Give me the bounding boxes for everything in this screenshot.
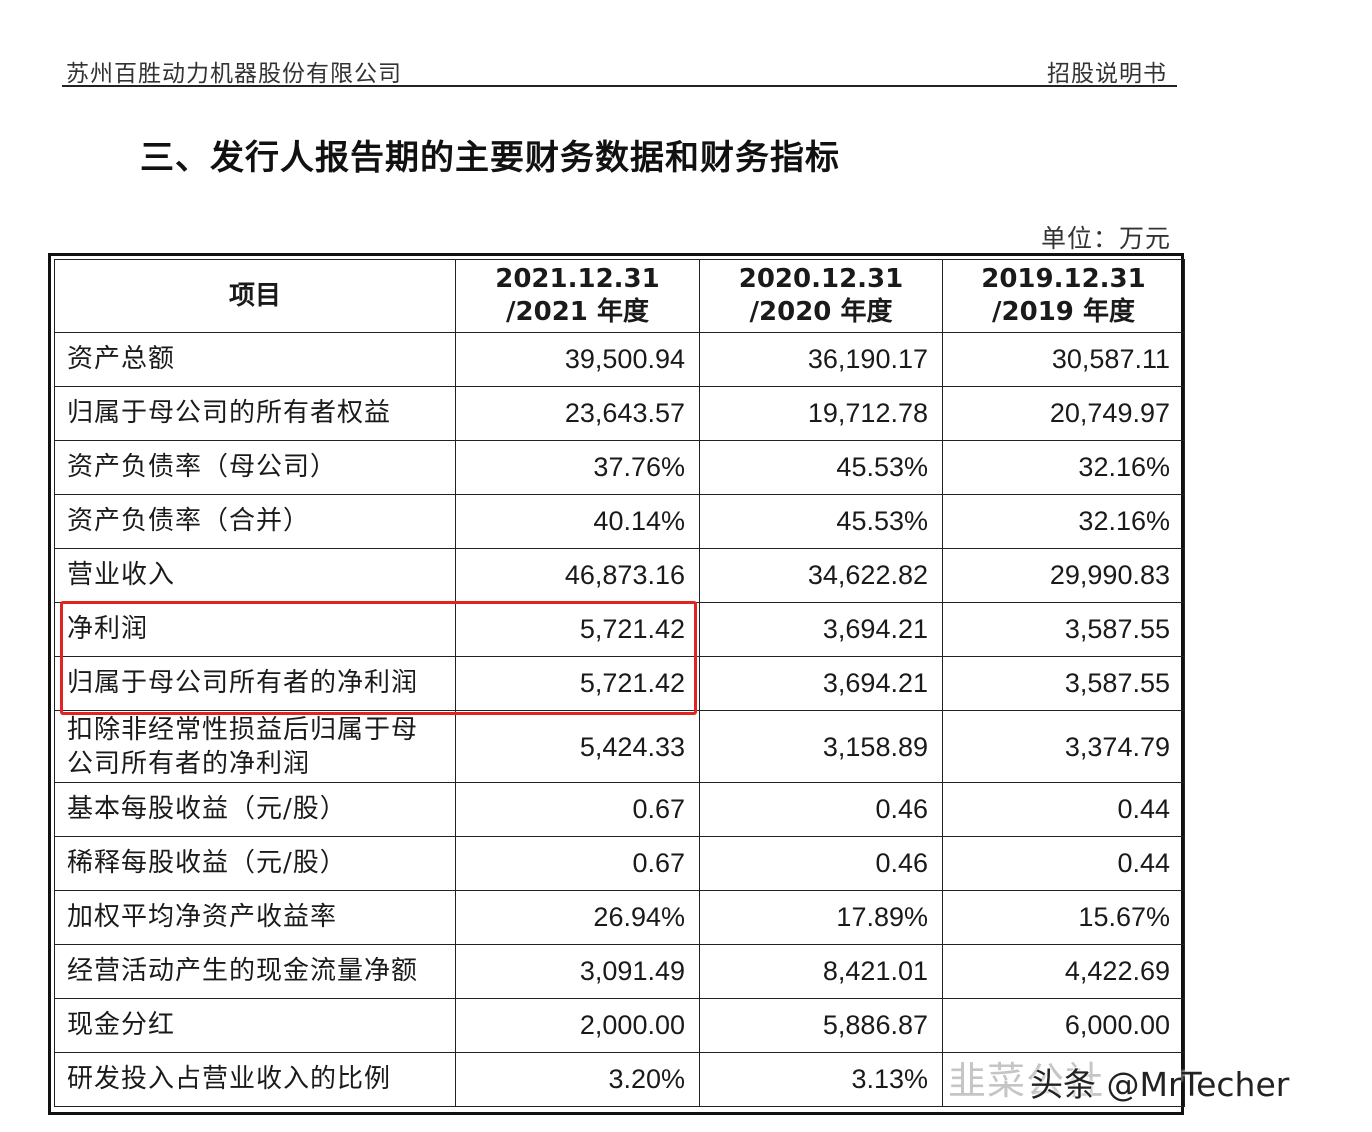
row-value: 32.16% xyxy=(942,440,1185,495)
column-header-2020: 2020.12.31/2020 年度 xyxy=(699,259,943,333)
financial-data-table: 项目 2021.12.31/2021 年度 2020.12.31/2020 年度… xyxy=(54,259,1185,1107)
watermark-faded: 韭菜公社 xyxy=(948,1059,1105,1103)
row-value: 6,000.00 xyxy=(942,998,1185,1053)
column-header-2019: 2019.12.31/2019 年度 xyxy=(942,259,1185,333)
row-value: 29,990.83 xyxy=(942,548,1185,603)
row-value: 3,091.49 xyxy=(455,944,700,999)
row-value: 0.46 xyxy=(699,836,943,891)
row-value: 23,643.57 xyxy=(455,386,700,441)
table-row: 资产负债率（合并） 40.14% 45.53% 32.16% xyxy=(54,494,1185,549)
row-label: 基本每股收益（元/股） xyxy=(54,782,456,837)
row-value: 3,374.79 xyxy=(942,710,1185,783)
row-label: 加权平均净资产收益率 xyxy=(54,890,456,945)
row-label: 归属于母公司的所有者权益 xyxy=(54,386,456,441)
row-value: 34,622.82 xyxy=(699,548,943,603)
row-label: 扣除非经常性损益后归属于母公司所有者的净利润 xyxy=(54,710,456,783)
table-header-row: 项目 2021.12.31/2021 年度 2020.12.31/2020 年度… xyxy=(54,259,1185,333)
table-row: 营业收入 46,873.16 34,622.82 29,990.83 xyxy=(54,548,1185,603)
table-row: 资产总额 39,500.94 36,190.17 30,587.11 xyxy=(54,332,1185,387)
row-value: 8,421.01 xyxy=(699,944,943,999)
table-row: 归属于母公司的所有者权益 23,643.57 19,712.78 20,749.97 xyxy=(54,386,1185,441)
watermark-overlay: 头条 @MrTecher xyxy=(1030,1065,1290,1104)
column-header-2021: 2021.12.31/2021 年度 xyxy=(455,259,700,333)
header-divider xyxy=(62,85,1177,87)
row-value: 36,190.17 xyxy=(699,332,943,387)
table-row: 扣除非经常性损益后归属于母公司所有者的净利润 5,424.33 3,158.89 3,… xyxy=(54,710,1185,783)
table-row: 归属于母公司所有者的净利润 5,721.42 3,694.21 3,587.55 xyxy=(54,656,1185,711)
table-row: 研发投入占营业收入的比例 3.20% 3.13% xyxy=(54,1052,1185,1107)
row-value: 20,749.97 xyxy=(942,386,1185,441)
table-row: 基本每股收益（元/股） 0.67 0.46 0.44 xyxy=(54,782,1185,837)
row-value: 37.76% xyxy=(455,440,700,495)
row-value: 3.20% xyxy=(455,1052,700,1107)
row-value: 45.53% xyxy=(699,494,943,549)
column-header-item: 项目 xyxy=(54,259,456,333)
row-label: 归属于母公司所有者的净利润 xyxy=(54,656,456,711)
row-value: 40.14% xyxy=(455,494,700,549)
row-label: 稀释每股收益（元/股） xyxy=(54,836,456,891)
table-row: 资产负债率（母公司） 37.76% 45.53% 32.16% xyxy=(54,440,1185,495)
row-value: 5,886.87 xyxy=(699,998,943,1053)
row-value: 3.13% xyxy=(699,1052,943,1107)
row-value: 17.89% xyxy=(699,890,943,945)
table-row: 加权平均净资产收益率 26.94% 17.89% 15.67% xyxy=(54,890,1185,945)
net-profit-highlight-box xyxy=(60,601,697,715)
row-value: 5,721.42 xyxy=(455,602,700,657)
row-label: 经营活动产生的现金流量净额 xyxy=(54,944,456,999)
row-value: 0.67 xyxy=(455,782,700,837)
row-label: 资产负债率（合并） xyxy=(54,494,456,549)
header-document-type: 招股说明书 xyxy=(1047,61,1167,87)
row-label: 研发投入占营业收入的比例 xyxy=(54,1052,456,1107)
row-label: 资产总额 xyxy=(54,332,456,387)
unit-label: 单位：万元 xyxy=(1040,224,1171,253)
row-value: 0.67 xyxy=(455,836,700,891)
row-label: 现金分红 xyxy=(54,998,456,1053)
financial-table-frame: 项目 2021.12.31/2021 年度 2020.12.31/2020 年度… xyxy=(48,253,1185,1115)
row-value: 0.44 xyxy=(942,782,1185,837)
row-value: 26.94% xyxy=(455,890,700,945)
row-value: 39,500.94 xyxy=(455,332,700,387)
header-company-name: 苏州百胜动力机器股份有限公司 xyxy=(66,61,402,87)
row-value: 15.67% xyxy=(942,890,1185,945)
row-value: 45.53% xyxy=(699,440,943,495)
row-value: 3,694.21 xyxy=(699,602,943,657)
table-row: 经营活动产生的现金流量净额 3,091.49 8,421.01 4,422.69 xyxy=(54,944,1185,999)
row-value: 30,587.11 xyxy=(942,332,1185,387)
row-value: 5,424.33 xyxy=(455,710,700,783)
row-label: 资产负债率（母公司） xyxy=(54,440,456,495)
row-label: 营业收入 xyxy=(54,548,456,603)
row-value xyxy=(942,1052,1185,1107)
table-row: 稀释每股收益（元/股） 0.67 0.46 0.44 xyxy=(54,836,1185,891)
row-value: 3,587.55 xyxy=(942,656,1185,711)
row-value: 4,422.69 xyxy=(942,944,1185,999)
row-value: 3,587.55 xyxy=(942,602,1185,657)
table-row: 净利润 5,721.42 3,694.21 3,587.55 xyxy=(54,602,1185,657)
row-value: 32.16% xyxy=(942,494,1185,549)
section-title: 三、发行人报告期的主要财务数据和财务指标 xyxy=(140,138,840,178)
row-value: 5,721.42 xyxy=(455,656,700,711)
row-value: 46,873.16 xyxy=(455,548,700,603)
row-value: 3,158.89 xyxy=(699,710,943,783)
row-value: 19,712.78 xyxy=(699,386,943,441)
row-value: 0.44 xyxy=(942,836,1185,891)
row-value: 3,694.21 xyxy=(699,656,943,711)
table-row: 现金分红 2,000.00 5,886.87 6,000.00 xyxy=(54,998,1185,1053)
row-value: 0.46 xyxy=(699,782,943,837)
row-value: 2,000.00 xyxy=(455,998,700,1053)
